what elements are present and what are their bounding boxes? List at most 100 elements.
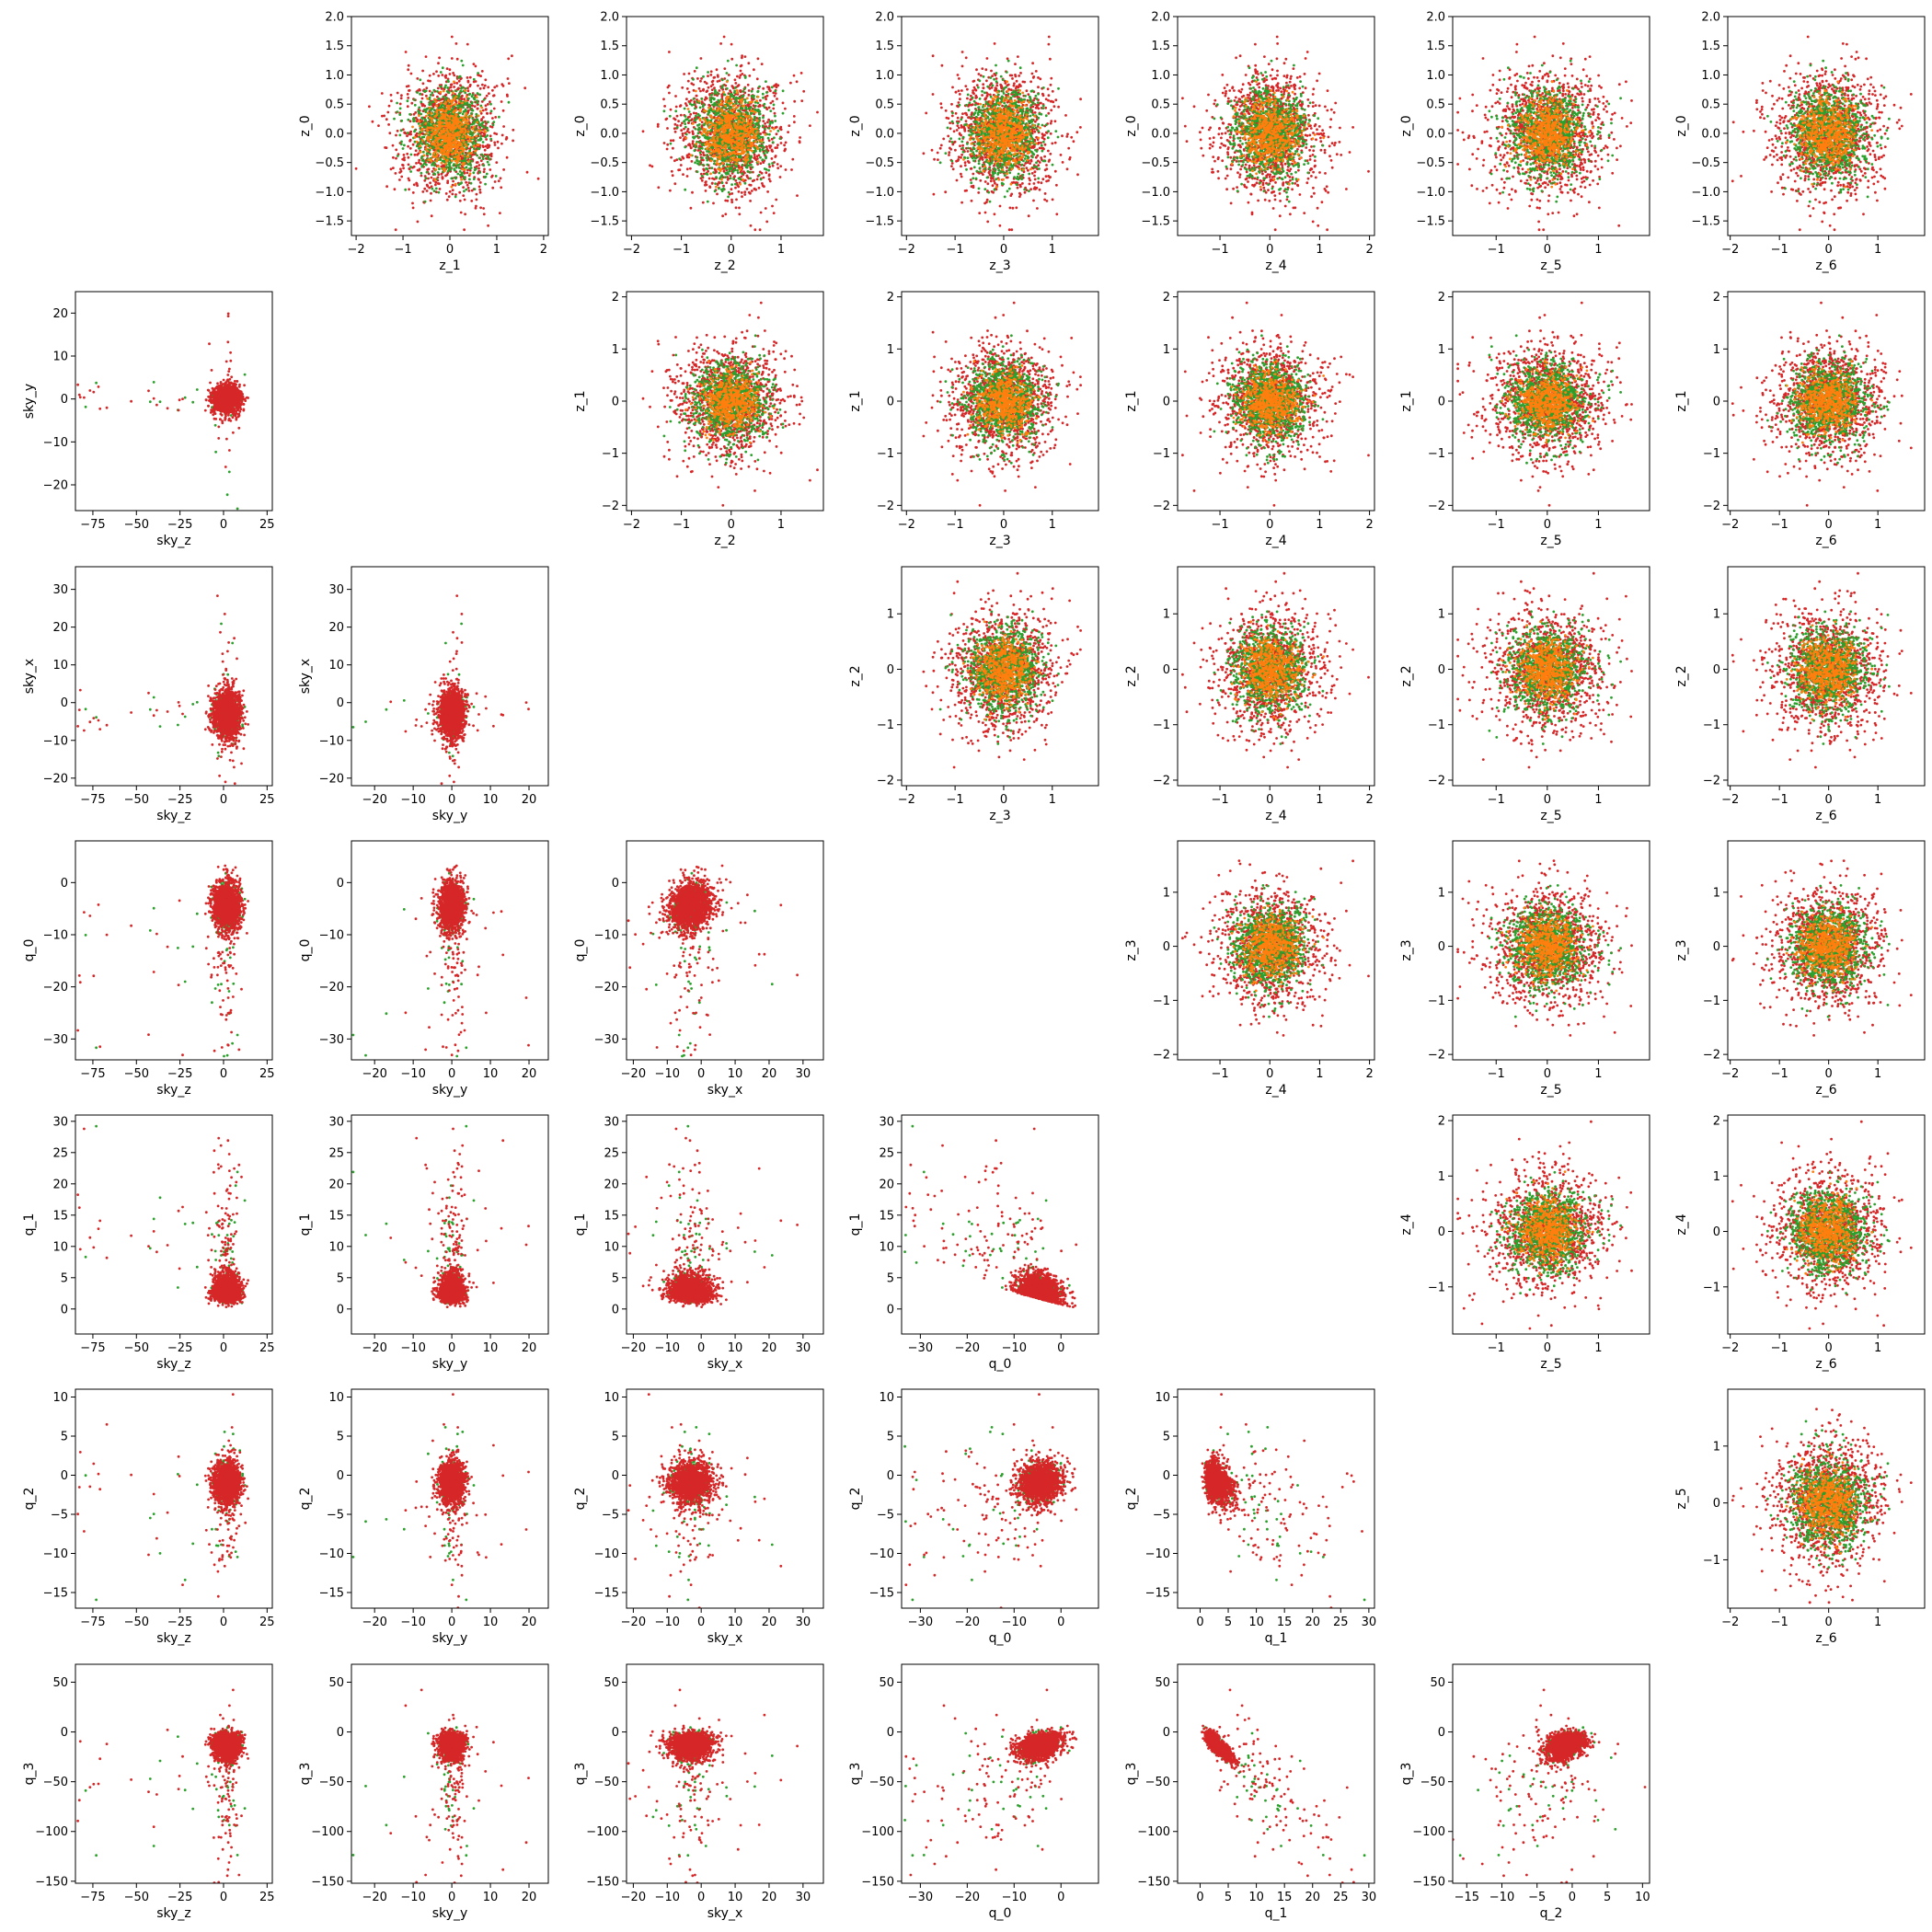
- scatter-point: [426, 128, 429, 131]
- scatter-point: [724, 94, 727, 97]
- scatter-point: [752, 87, 754, 90]
- scatter-point: [429, 146, 431, 149]
- scatter-point: [753, 179, 755, 182]
- scatter-point: [435, 105, 438, 108]
- scatter-point: [726, 160, 729, 163]
- scatter-point: [407, 132, 409, 134]
- scatter-point: [761, 63, 764, 65]
- scatter-point: [449, 190, 452, 193]
- scatter-point: [696, 66, 698, 69]
- scatter-point: [404, 132, 407, 134]
- scatter-point: [407, 68, 409, 71]
- scatter-point: [419, 120, 421, 122]
- scatter-point: [706, 164, 708, 167]
- scatter-point: [753, 68, 755, 71]
- scatter-point: [431, 91, 433, 94]
- scatter-point: [385, 185, 388, 188]
- scatter-point: [692, 78, 695, 81]
- scatter-point: [482, 157, 485, 160]
- scatter-point: [706, 154, 708, 156]
- scatter-point: [466, 43, 469, 46]
- scatter-point: [716, 91, 719, 94]
- scatter-point: [456, 141, 459, 144]
- scatter-point: [750, 109, 753, 112]
- scatter-point: [684, 146, 686, 149]
- scatter-point: [721, 78, 724, 81]
- scatter-point: [483, 86, 486, 89]
- scatter-point: [752, 166, 754, 168]
- scatter-point: [423, 188, 426, 190]
- scatter-point: [398, 178, 401, 181]
- scatter-point: [717, 75, 719, 78]
- scatter-point: [446, 166, 449, 168]
- scatter-point: [440, 144, 443, 146]
- y-axis-label: z_0: [298, 115, 313, 136]
- scatter-point: [776, 84, 779, 86]
- scatter-point: [475, 150, 477, 153]
- scatter-point: [487, 121, 489, 123]
- scatter-point: [451, 36, 454, 39]
- scatter-point: [725, 173, 728, 176]
- scatter-point: [676, 115, 679, 118]
- scatter-point: [730, 43, 733, 46]
- scatter-point: [739, 121, 742, 123]
- scatter-point: [468, 93, 471, 96]
- scatter-point: [681, 86, 684, 89]
- scatter-point: [771, 162, 774, 165]
- scatter-point: [425, 95, 428, 98]
- scatter-point: [725, 117, 728, 120]
- scatter-point: [456, 58, 459, 61]
- scatter-point: [730, 188, 733, 190]
- scatter-point: [767, 169, 770, 172]
- scatter-point: [489, 134, 492, 137]
- y-tick-label: −1.5: [315, 215, 344, 229]
- scatter-point: [448, 163, 451, 166]
- scatter-point: [467, 120, 470, 122]
- scatter-point: [411, 202, 414, 205]
- scatter-point: [719, 79, 721, 82]
- scatter-point: [738, 213, 741, 215]
- scatter-point: [730, 124, 732, 127]
- scatter-point: [709, 114, 712, 117]
- scatter-point: [403, 144, 406, 147]
- scatter-point: [666, 148, 669, 151]
- scatter-point: [761, 172, 764, 175]
- scatter-point: [769, 109, 772, 112]
- scatter-point: [465, 109, 467, 112]
- scatter-point: [424, 140, 427, 143]
- scatter-point: [764, 106, 766, 109]
- scatter-point: [759, 162, 762, 165]
- scatter-point: [454, 119, 456, 121]
- scatter-point: [463, 190, 466, 192]
- scatter-point: [438, 98, 441, 100]
- scatter-point: [467, 155, 470, 158]
- scatter-point: [671, 170, 673, 173]
- scatter-point: [685, 133, 688, 136]
- scatter-point: [469, 172, 472, 175]
- scatter-point: [765, 207, 767, 210]
- y-tick-label: 1.5: [325, 40, 344, 53]
- scatter-point: [685, 98, 688, 100]
- scatter-point: [693, 112, 696, 115]
- scatter-point: [402, 167, 405, 169]
- scatter-point: [680, 124, 683, 127]
- scatter-point: [460, 212, 463, 214]
- scatter-point: [747, 62, 750, 64]
- scatter-point: [493, 94, 496, 97]
- scatter-point: [462, 117, 465, 120]
- scatter-point: [429, 149, 431, 152]
- scatter-point: [397, 110, 399, 113]
- scatter-point: [397, 155, 399, 157]
- scatter-point: [713, 150, 716, 153]
- scatter-point: [407, 97, 409, 99]
- scatter-point: [407, 99, 409, 102]
- scatter-point: [744, 76, 747, 79]
- scatter-point: [724, 176, 727, 178]
- scatter-point: [697, 163, 700, 166]
- scatter-point: [757, 96, 760, 98]
- scatter-point: [721, 214, 724, 217]
- scatter-point: [478, 164, 481, 167]
- scatter-point: [494, 180, 497, 183]
- scatter-point: [468, 85, 471, 87]
- scatter-point: [649, 164, 651, 167]
